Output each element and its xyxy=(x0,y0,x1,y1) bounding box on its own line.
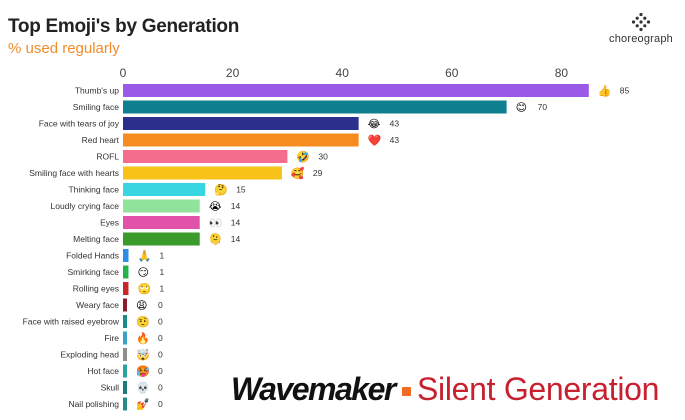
emoji-icon: 🥰 xyxy=(291,166,305,180)
emoji-icon: 👀 xyxy=(209,218,223,230)
emoji-icon: 😂 xyxy=(368,119,381,131)
emoji-icon: 🙏 xyxy=(137,250,151,263)
emoji-icon: ❤️ xyxy=(368,134,382,147)
brand-logo: choreograph xyxy=(602,12,680,45)
brand-name: choreograph xyxy=(609,33,673,45)
x-tick-label: 40 xyxy=(336,66,350,80)
bar xyxy=(123,199,200,213)
value-label: 0 xyxy=(158,333,163,343)
category-label: Smirking face xyxy=(68,267,120,277)
emoji-icon: 🥵 xyxy=(136,365,150,378)
bar xyxy=(123,331,127,345)
category-label: Exploding head xyxy=(60,350,119,360)
value-label: 0 xyxy=(158,300,163,310)
emoji-icon: 🤔 xyxy=(214,184,228,197)
bar xyxy=(123,397,127,411)
bar xyxy=(123,298,127,312)
emoji-icon: 💅 xyxy=(136,398,150,411)
bar xyxy=(123,282,129,295)
bar xyxy=(123,183,206,196)
value-label: 0 xyxy=(158,366,163,376)
bar xyxy=(123,166,282,180)
emoji-icon: 🔥 xyxy=(136,332,150,345)
bar xyxy=(123,232,200,246)
bar xyxy=(123,364,127,378)
emoji-icon: 🤣 xyxy=(295,151,310,165)
value-label: 43 xyxy=(390,119,400,129)
bar xyxy=(123,315,127,328)
chart-subtitle: % used regularly xyxy=(8,40,120,57)
value-label: 70 xyxy=(538,102,548,112)
emoji-icon: 😭 xyxy=(209,201,222,213)
bar xyxy=(123,100,507,114)
chart-title: Top Emoji's by Generation xyxy=(8,16,240,37)
value-label: 30 xyxy=(318,152,328,162)
bar xyxy=(123,150,288,163)
category-label: Face with raised eyebrow xyxy=(23,317,120,327)
value-label: 0 xyxy=(158,399,163,409)
category-label: Weary face xyxy=(76,300,119,310)
value-label: 85 xyxy=(620,86,630,96)
value-label: 0 xyxy=(158,383,163,393)
category-label: Folded Hands xyxy=(66,251,119,261)
value-label: 14 xyxy=(231,218,241,228)
emoji-icon: 🤨 xyxy=(136,316,150,329)
value-label: 1 xyxy=(159,267,164,277)
category-label: Loudly crying face xyxy=(50,201,119,211)
value-label: 1 xyxy=(159,251,164,261)
value-label: 43 xyxy=(390,135,400,145)
agency-logo-dot xyxy=(402,387,411,396)
category-label: Face with tears of joy xyxy=(39,119,120,129)
emoji-icon: 🫠 xyxy=(209,232,223,246)
value-label: 14 xyxy=(231,234,241,244)
value-label: 0 xyxy=(158,350,163,360)
value-label: 1 xyxy=(159,284,164,294)
emoji-icon: 😊 xyxy=(516,102,527,114)
x-tick-label: 0 xyxy=(120,66,127,80)
value-label: 14 xyxy=(231,201,241,211)
category-label: Melting face xyxy=(73,234,119,244)
generation-label: Silent Generation xyxy=(417,371,660,407)
category-label: Thinking face xyxy=(68,185,119,195)
category-label: Skull xyxy=(101,383,120,393)
x-tick-label: 20 xyxy=(226,66,240,80)
emoji-icon: 👍 xyxy=(598,85,612,98)
category-label: Hot face xyxy=(87,366,119,376)
bar xyxy=(123,265,129,279)
category-label: Fire xyxy=(104,333,119,343)
value-label: 15 xyxy=(236,185,246,195)
bar xyxy=(123,84,589,97)
emoji-icon: 🤯 xyxy=(136,349,150,362)
bar xyxy=(123,381,127,394)
category-label: Eyes xyxy=(100,218,119,228)
bar xyxy=(123,117,359,130)
choreograph-icon xyxy=(631,12,651,32)
category-label: Red heart xyxy=(82,135,120,145)
bar xyxy=(123,133,359,147)
category-label: Thumb's up xyxy=(75,86,119,96)
value-label: 0 xyxy=(158,317,163,327)
category-label: Rolling eyes xyxy=(73,284,119,294)
category-label: Smiling face xyxy=(73,102,120,112)
bar xyxy=(123,249,129,262)
x-tick-label: 80 xyxy=(555,66,569,80)
bar xyxy=(123,216,200,229)
emoji-icon: 😏 xyxy=(137,267,148,279)
bar xyxy=(123,348,127,361)
category-label: Nail polishing xyxy=(68,399,119,409)
value-label: 29 xyxy=(313,168,323,178)
emoji-icon: 😩 xyxy=(136,300,147,312)
agency-logo-text: Wavemaker xyxy=(231,371,396,407)
emoji-icon: 🙄 xyxy=(137,283,151,296)
footer-banner: Wavemaker Silent Generation xyxy=(221,362,685,420)
emoji-icon: 💀 xyxy=(136,382,150,395)
x-tick-label: 60 xyxy=(445,66,459,80)
category-label: Smiling face with hearts xyxy=(29,168,119,178)
category-label: ROFL xyxy=(96,152,119,162)
